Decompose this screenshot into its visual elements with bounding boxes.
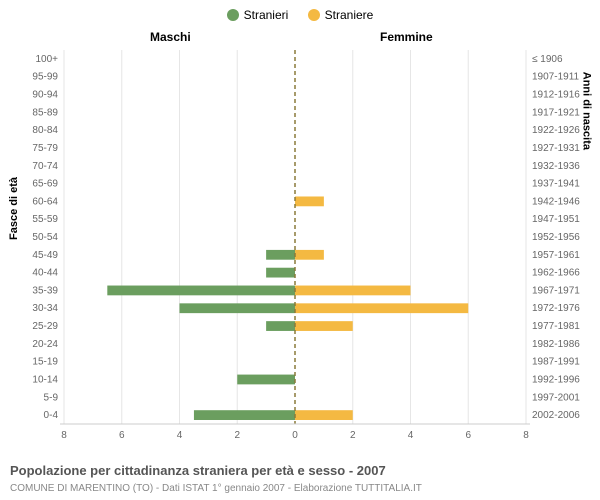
birth-label: 1917-1921	[532, 107, 580, 118]
bar-male	[194, 410, 295, 420]
bar-male	[237, 375, 295, 385]
birth-label: ≤ 1906	[532, 54, 563, 65]
bar-male	[266, 268, 295, 278]
age-label: 55-59	[32, 214, 58, 225]
birth-label: 1927-1931	[532, 143, 580, 154]
bar-male	[266, 250, 295, 260]
x-tick: 8	[61, 430, 67, 441]
age-label: 65-69	[32, 179, 58, 190]
x-tick: 8	[523, 430, 529, 441]
age-label: 90-94	[32, 90, 58, 101]
x-tick: 6	[119, 430, 125, 441]
footer-subtitle: COMUNE DI MARENTINO (TO) - Dati ISTAT 1°…	[10, 483, 422, 494]
birth-label: 1957-1961	[532, 250, 580, 261]
y-axis-label-right: Anni di nascita	[580, 72, 592, 150]
age-label: 30-34	[32, 303, 58, 314]
legend-item-male: Stranieri	[227, 8, 289, 22]
age-label: 20-24	[32, 339, 58, 350]
age-label: 80-84	[32, 125, 58, 136]
birth-label: 1967-1971	[532, 285, 580, 296]
x-tick: 4	[408, 430, 414, 441]
age-label: 0-4	[44, 410, 59, 421]
birth-label: 1997-2001	[532, 392, 580, 403]
age-label: 40-44	[32, 268, 58, 279]
age-label: 50-54	[32, 232, 58, 243]
footer-title: Popolazione per cittadinanza straniera p…	[10, 463, 386, 478]
bar-female	[295, 250, 324, 260]
age-label: 5-9	[44, 392, 59, 403]
age-label: 75-79	[32, 143, 58, 154]
birth-label: 1972-1976	[532, 303, 580, 314]
age-label: 100+	[35, 54, 58, 65]
birth-label: 1992-1996	[532, 374, 580, 385]
bar-female	[295, 303, 468, 313]
x-tick: 2	[350, 430, 356, 441]
legend-item-female: Straniere	[308, 8, 374, 22]
bar-female	[295, 286, 411, 296]
chart-svg: 100+≤ 190695-991907-191190-941912-191685…	[60, 46, 530, 446]
birth-label: 1937-1941	[532, 179, 580, 190]
birth-label: 1962-1966	[532, 268, 580, 279]
birth-label: 1982-1986	[532, 339, 580, 350]
age-label: 45-49	[32, 250, 58, 261]
bar-male	[107, 286, 295, 296]
birth-label: 1922-1926	[532, 125, 580, 136]
legend-label-male: Stranieri	[244, 8, 289, 22]
birth-label: 1977-1981	[532, 321, 580, 332]
birth-label: 1912-1916	[532, 90, 580, 101]
birth-label: 1907-1911	[532, 72, 580, 83]
birth-label: 1952-1956	[532, 232, 580, 243]
column-header-male: Maschi	[150, 30, 191, 44]
birth-label: 1947-1951	[532, 214, 580, 225]
legend-label-female: Straniere	[325, 8, 374, 22]
x-tick: 6	[465, 430, 471, 441]
age-label: 70-74	[32, 161, 58, 172]
x-tick: 0	[292, 430, 298, 441]
age-label: 15-19	[32, 357, 58, 368]
x-tick: 2	[234, 430, 240, 441]
y-axis-label-left: Fasce di età	[8, 177, 20, 240]
birth-label: 2002-2006	[532, 410, 580, 421]
birth-label: 1942-1946	[532, 196, 580, 207]
age-label: 25-29	[32, 321, 58, 332]
birth-label: 1932-1936	[532, 161, 580, 172]
x-tick: 4	[177, 430, 183, 441]
age-label: 10-14	[32, 374, 58, 385]
column-header-female: Femmine	[380, 30, 433, 44]
bar-male	[180, 303, 296, 313]
legend-swatch-male	[227, 9, 239, 21]
legend: Stranieri Straniere	[0, 8, 600, 24]
age-label: 60-64	[32, 196, 58, 207]
pyramid-chart: 100+≤ 190695-991907-191190-941912-191685…	[60, 46, 530, 446]
bar-female	[295, 196, 324, 206]
bar-female	[295, 410, 353, 420]
age-label: 95-99	[32, 72, 58, 83]
bar-male	[266, 321, 295, 331]
bar-female	[295, 321, 353, 331]
age-label: 35-39	[32, 285, 58, 296]
age-label: 85-89	[32, 107, 58, 118]
birth-label: 1987-1991	[532, 357, 580, 368]
legend-swatch-female	[308, 9, 320, 21]
